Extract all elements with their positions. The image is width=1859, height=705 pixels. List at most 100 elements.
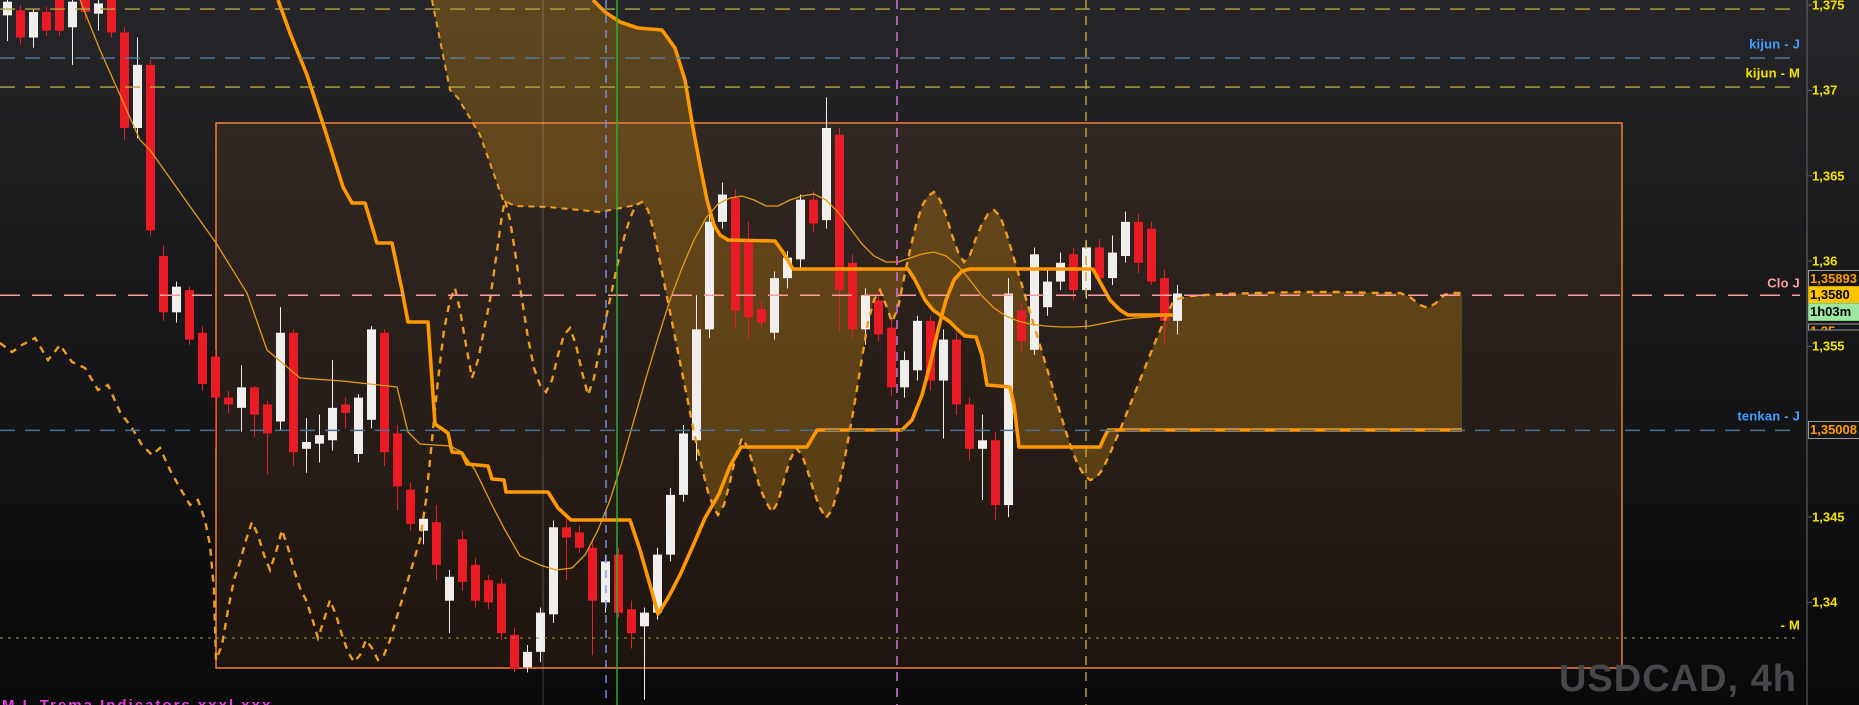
candle (1121, 221, 1130, 256)
candle (341, 404, 350, 413)
kijun-line (276, 0, 1173, 616)
candle (81, 0, 90, 12)
candle (224, 397, 233, 405)
candle (679, 433, 688, 495)
candle (393, 433, 402, 487)
candle (146, 64, 155, 231)
candle (94, 3, 103, 14)
candle (406, 489, 415, 524)
candle (744, 240, 753, 318)
range-box[interactable] (215, 122, 1623, 669)
candle (510, 634, 519, 669)
ichimoku-cloud (432, 0, 1462, 518)
candle (289, 332, 298, 453)
axis-price-label: 1,36 (1812, 253, 1838, 269)
candle (55, 0, 64, 31)
candle (211, 356, 220, 398)
candle (354, 397, 363, 454)
candle (575, 532, 584, 548)
hidden-price-box[interactable]: 1,35 (1808, 323, 1859, 331)
candle (536, 612, 545, 652)
candle (328, 407, 337, 441)
ts-h-line-label: ts - H (1766, 0, 1800, 3)
candle (380, 332, 389, 453)
candle (861, 295, 870, 330)
candle (1043, 281, 1052, 308)
candle (107, 0, 116, 33)
candle (757, 308, 766, 323)
candle (367, 329, 376, 420)
candle (432, 522, 441, 565)
candle (900, 360, 909, 388)
candle (484, 580, 493, 603)
candle (991, 440, 1000, 506)
candle (809, 199, 818, 224)
candle (952, 339, 961, 405)
candle (42, 11, 51, 31)
symbol-watermark: USDCAD, 4h (1558, 658, 1797, 700)
candle (302, 441, 311, 449)
m-line-label: - M (1780, 617, 1800, 633)
countdown-box[interactable]: 1h03m (1808, 303, 1859, 322)
candle (250, 387, 259, 415)
candle (783, 257, 792, 279)
axis-price-label: 1,365 (1812, 168, 1845, 184)
candle (653, 554, 662, 613)
candle (1017, 310, 1026, 342)
candle (1134, 221, 1143, 263)
candle (796, 199, 805, 260)
candle (1069, 254, 1078, 291)
candle (1147, 228, 1156, 282)
candle (588, 547, 597, 601)
candle (978, 440, 987, 449)
candle (627, 609, 636, 634)
candle (822, 127, 831, 221)
candle (770, 278, 779, 333)
axis-price-label: 1,355 (1812, 338, 1845, 354)
tenkan-j-price-box[interactable]: 1,35008 (1808, 421, 1859, 440)
kijun-j-line-label: kijun - J (1749, 36, 1800, 52)
candle (237, 387, 246, 408)
candle (705, 221, 714, 330)
candle (835, 134, 844, 291)
candle (1056, 262, 1065, 282)
candle (939, 339, 948, 381)
candle (1108, 252, 1117, 279)
candle (640, 612, 649, 627)
candle (471, 564, 480, 601)
candle (692, 329, 701, 441)
candle (848, 262, 857, 330)
last-price-box[interactable]: 1,3580 (1808, 286, 1859, 305)
candle (315, 435, 324, 444)
candle (1004, 293, 1013, 506)
candle (68, 1, 77, 28)
candle (965, 404, 974, 449)
candle (172, 286, 181, 313)
candle (16, 10, 25, 38)
clo-j-line-label: Clo J (1767, 275, 1800, 291)
candle (562, 527, 571, 538)
axis-price-label: 1,375 (1812, 0, 1845, 13)
axis-price-label: 1,34 (1812, 594, 1838, 610)
candle (926, 320, 935, 381)
tenkan-line (79, 0, 1174, 571)
candle (614, 554, 623, 613)
candle (29, 11, 38, 38)
axis-price-label: 1,37 (1812, 82, 1838, 98)
candle (159, 255, 168, 313)
candle (1160, 278, 1169, 321)
candle (1173, 293, 1182, 321)
candle (731, 197, 740, 311)
candle (523, 651, 532, 668)
kijun-m-line-label: kijun - M (1745, 65, 1800, 81)
candle (666, 494, 675, 555)
candle (458, 539, 467, 582)
candle (133, 64, 142, 128)
candle (549, 527, 558, 615)
candle (185, 290, 194, 340)
candle (198, 332, 207, 384)
candle (445, 576, 454, 601)
candle (887, 327, 896, 388)
